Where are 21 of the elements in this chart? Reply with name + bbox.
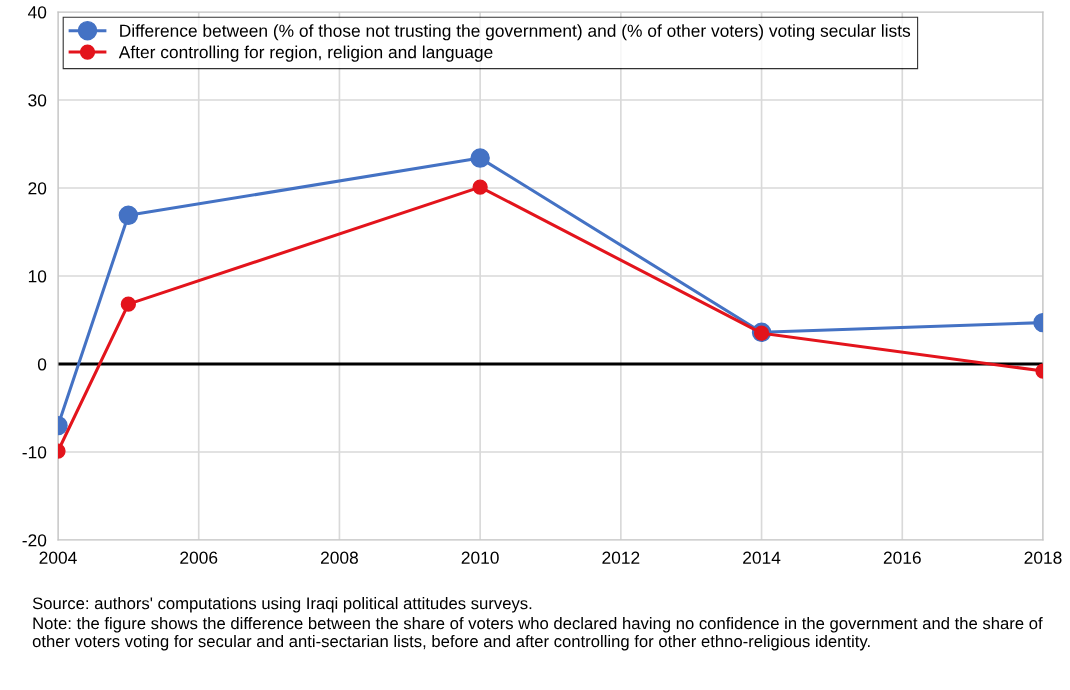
x-tick-label: 2006	[180, 551, 218, 564]
legend-label: After controlling for region, religion and language	[118, 45, 493, 62]
y-tick-label: 40	[27, 6, 47, 19]
x-tick-label: 2012	[602, 551, 640, 564]
text: Note: the figure shows the difference between the share of voters who declared having no confidence in the government and the share of other voters voting for secular and anti-sectarian lists, before and after controlling for other ethno-religious identity.	[32, 617, 1043, 651]
x-tick-label: 2016	[883, 551, 921, 564]
legend-label: Difference between (% of those not trusting the government) and (% of other voters) voting secular lists	[120, 24, 911, 41]
y-tick-label: -10	[22, 446, 47, 459]
point	[470, 148, 490, 168]
point	[472, 179, 488, 195]
x-tick-label: 2004	[39, 551, 77, 564]
x-tick-label: 2010	[461, 551, 499, 564]
x-tick-label: 2014	[743, 551, 781, 564]
source-note: Source: authors' computations using Iraqi political attitudes surveys.	[32, 597, 532, 613]
y-tick-label: 30	[28, 94, 47, 107]
x-tick-label: 2018	[1024, 551, 1062, 564]
x-tick-label: 2008	[320, 551, 358, 564]
y-tick-label: 20	[28, 182, 47, 195]
y-tick-label: 0	[37, 358, 47, 371]
y-tick-label: -20	[22, 534, 47, 547]
y-tick-label: 10	[28, 270, 47, 283]
